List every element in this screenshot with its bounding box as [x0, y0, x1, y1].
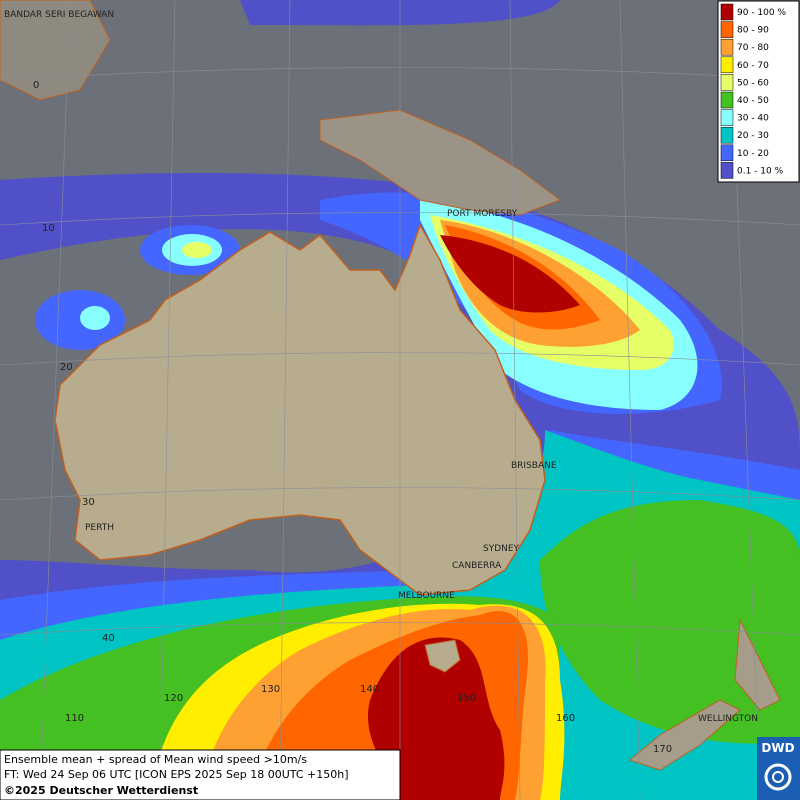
wind-area — [182, 242, 212, 258]
logo-icon — [764, 763, 792, 791]
footer-box — [0, 749, 401, 800]
lon-label: 120 — [164, 693, 183, 704]
place-label: CANBERRA — [452, 561, 502, 571]
legend-label: 60 - 70 — [737, 61, 769, 71]
place-label: MELBOURNE — [398, 591, 455, 601]
place-label: WELLINGTON — [698, 714, 758, 724]
legend-swatch — [720, 162, 734, 179]
logo-text: DWD — [761, 741, 794, 755]
place-label: PORT MORESBY — [447, 209, 518, 219]
legend-swatch — [720, 144, 734, 162]
legend-label: 80 - 90 — [737, 26, 769, 36]
wind-area — [540, 500, 800, 744]
place-label: PERTH — [85, 523, 114, 533]
logo-icon — [772, 771, 784, 783]
legend: 90 - 100 % 80 - 90 70 - 80 60 - 70 50 - 60 40… — [717, 0, 800, 183]
legend-swatch — [720, 109, 734, 126]
footer-text: Ensemble mean + spread of Mean wind spee… — [4, 753, 307, 766]
place-label: BANDAR SERI BEGAWAN — [4, 10, 114, 20]
lon-label: 160 — [556, 713, 575, 724]
legend-label: 40 - 50 — [737, 96, 769, 106]
lat-label: 30 — [82, 497, 95, 508]
legend-swatch — [720, 91, 734, 109]
lat-label: 10 — [42, 223, 55, 234]
legend-swatch — [720, 38, 734, 56]
tasmania — [424, 639, 461, 673]
legend-label: 30 - 40 — [737, 114, 769, 124]
place-label: BRISBANE — [511, 461, 557, 471]
legend-label: 90 - 100 % — [737, 8, 786, 18]
lat-label: 0 — [33, 80, 39, 91]
place-label: SYDNEY — [483, 544, 520, 554]
wind-area — [367, 637, 505, 800]
borneo — [0, 0, 111, 101]
legend-swatch — [720, 56, 734, 74]
legend-label: 0.1 - 10 % — [737, 166, 784, 176]
lon-label: 150 — [457, 693, 476, 704]
legend-label: 50 - 60 — [737, 78, 769, 88]
legend-label: 10 - 20 — [737, 149, 769, 159]
footer-text: ©2025 Deutscher Wetterdienst — [4, 784, 198, 797]
lat-label: 40 — [102, 633, 115, 644]
wind-area — [80, 306, 110, 330]
new-guinea — [319, 109, 562, 216]
footer-text: FT: Wed 24 Sep 06 UTC [ICON EPS 2025 Sep… — [4, 768, 349, 781]
lon-label: 130 — [261, 684, 280, 695]
lon-label: 170 — [653, 744, 672, 755]
legend-label: 70 - 80 — [737, 43, 769, 53]
legend-swatch — [720, 126, 734, 144]
lon-label: 110 — [65, 713, 84, 724]
wind-area — [440, 235, 580, 313]
lon-label: 140 — [360, 684, 379, 695]
legend-swatch — [720, 74, 734, 91]
legend-label: 20 - 30 — [737, 131, 769, 141]
legend-swatch — [720, 21, 734, 38]
lat-label: 20 — [60, 362, 73, 373]
new-zealand — [628, 618, 781, 771]
legend-swatch — [720, 3, 734, 21]
australia — [54, 223, 546, 596]
